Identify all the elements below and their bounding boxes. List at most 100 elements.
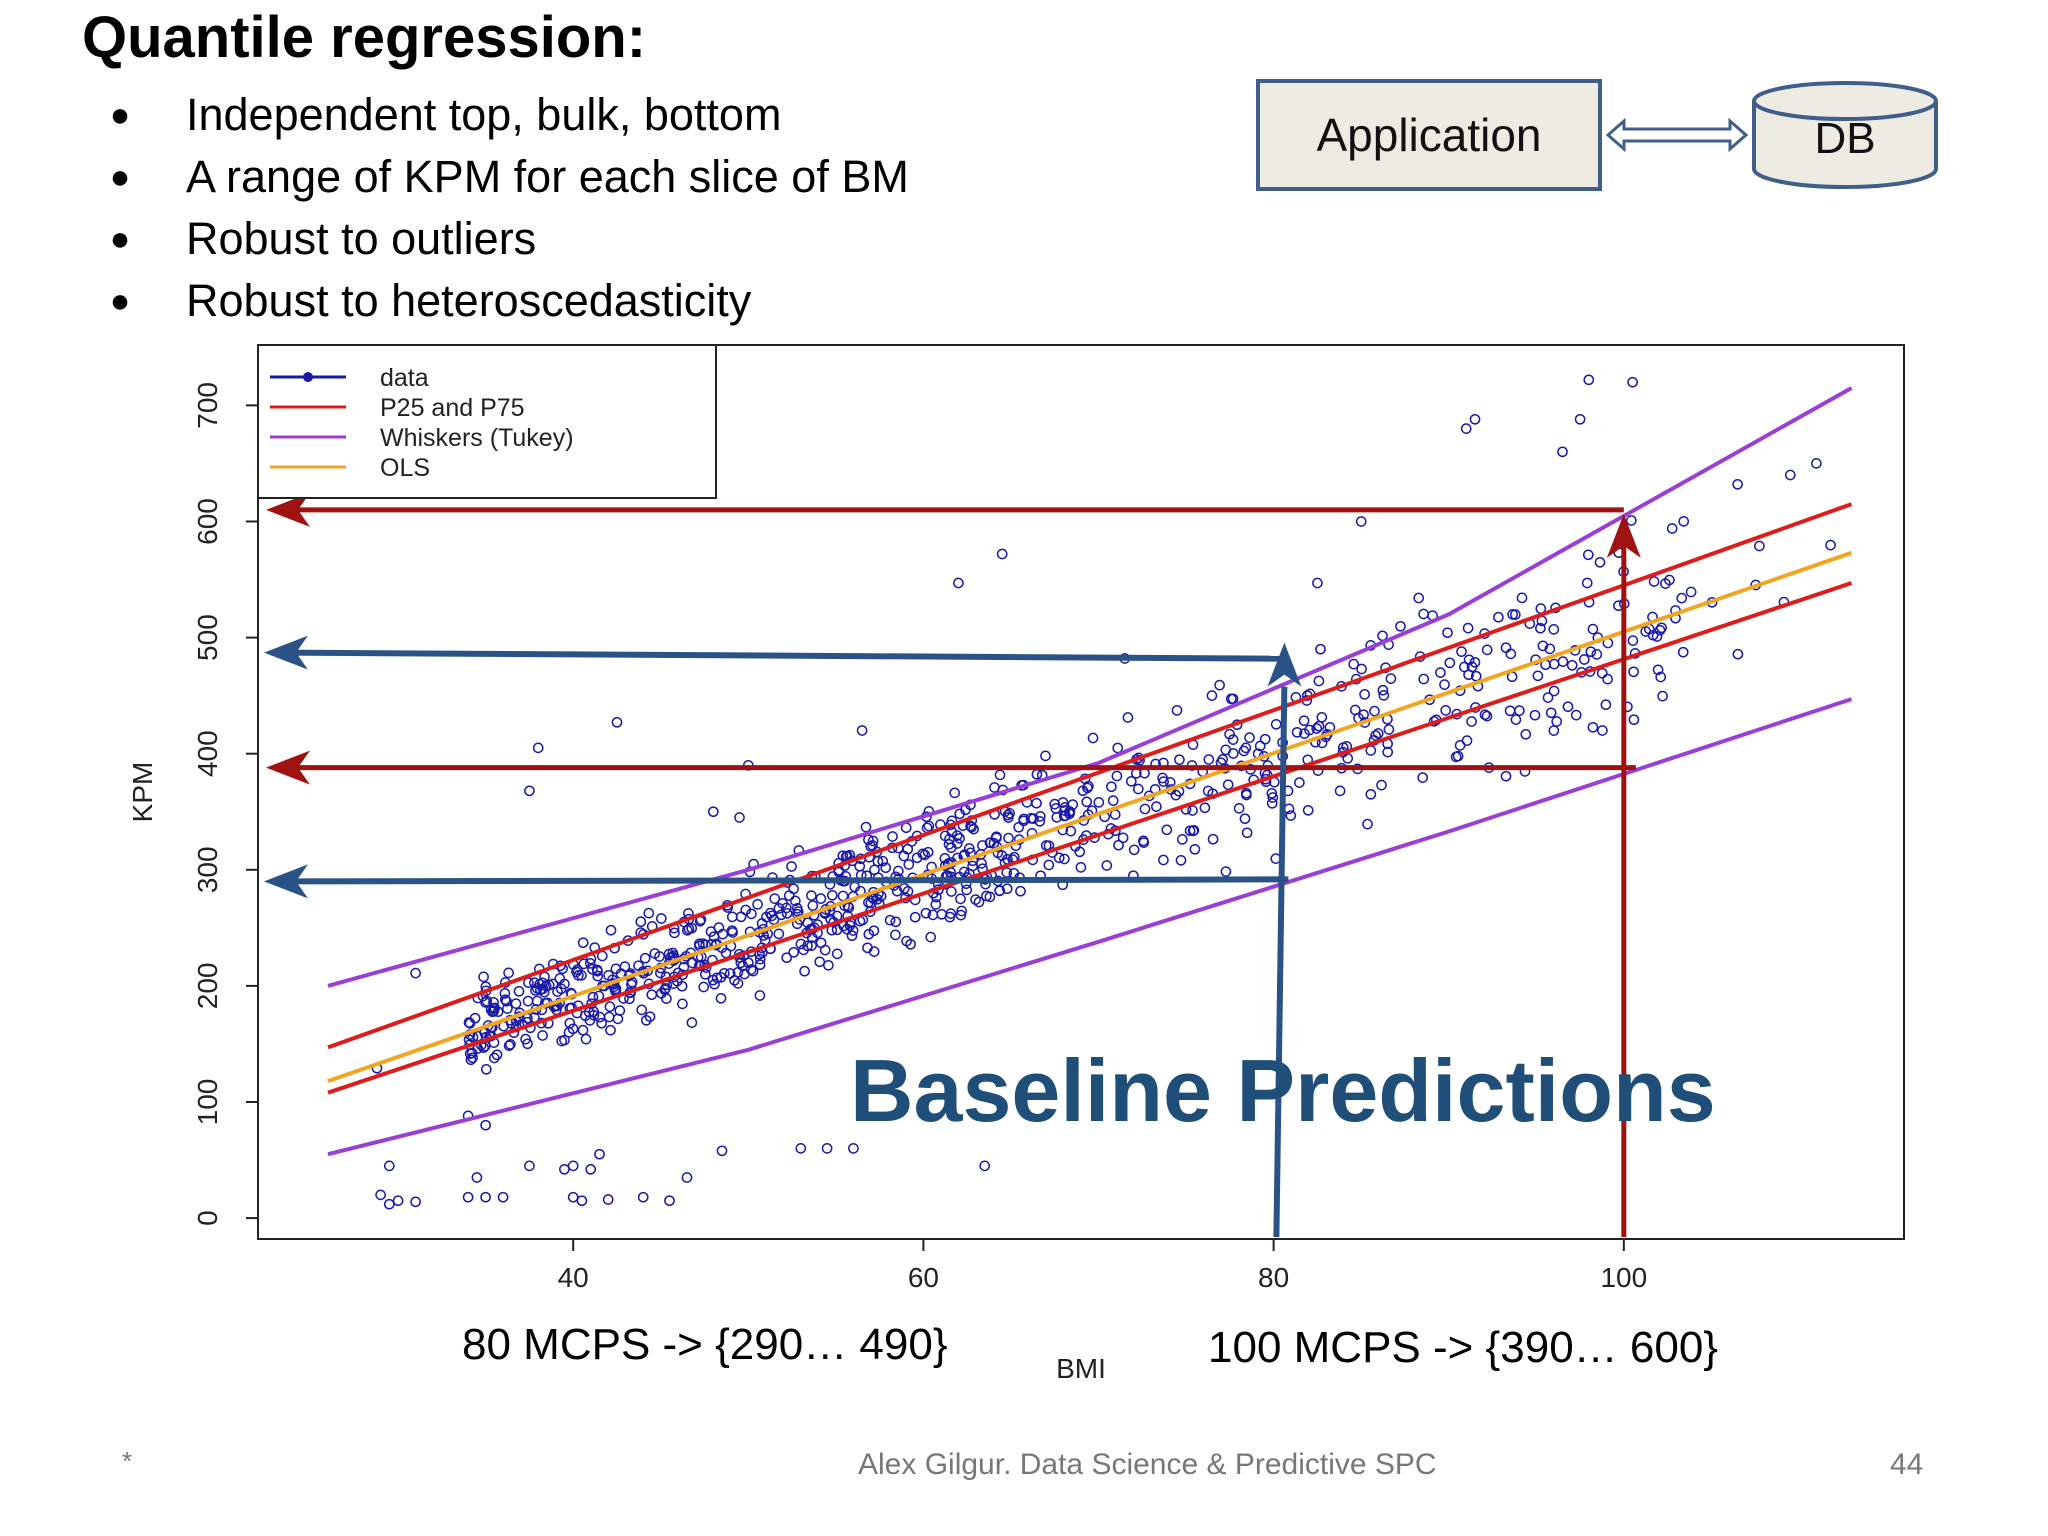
- data-point: [1059, 805, 1070, 816]
- data-point: [968, 823, 979, 835]
- outlier-point: [594, 1148, 605, 1160]
- data-point: [966, 821, 977, 833]
- bullet-dot-icon: ●: [109, 282, 131, 320]
- bullet-item: ● Independent top, bulk, bottom: [100, 84, 909, 146]
- x-tick-label: 100: [1600, 1262, 1647, 1293]
- data-point: [520, 1033, 531, 1045]
- data-point: [1520, 728, 1532, 740]
- data-point: [789, 895, 801, 907]
- legend-label: data: [380, 364, 429, 392]
- data-point: [854, 860, 866, 872]
- data-point: [1505, 648, 1517, 660]
- data-point: [1548, 685, 1560, 697]
- data-point: [1170, 789, 1182, 801]
- line-whisker-high: [327, 386, 1853, 988]
- blue-vertical-line: [1273, 686, 1288, 1238]
- data-point: [1174, 754, 1185, 766]
- legend-box: [257, 344, 717, 499]
- outlier-point: [1469, 413, 1481, 425]
- data-point: [922, 846, 934, 858]
- outlier-point: [681, 1172, 693, 1183]
- data-point: [781, 902, 792, 914]
- data-point: [576, 970, 587, 981]
- bullet-dot-icon: ●: [109, 158, 131, 196]
- red-arrow-head: [266, 492, 310, 527]
- data-point: [1158, 854, 1169, 866]
- outlier-point: [471, 1172, 483, 1183]
- data-point: [1435, 667, 1446, 678]
- data-point: [1001, 883, 1013, 895]
- outlier-point: [1574, 413, 1586, 425]
- database-body: [1752, 101, 1938, 189]
- data-point: [1067, 799, 1079, 810]
- data-point: [747, 965, 759, 977]
- data-point: [1151, 801, 1162, 812]
- bullet-item: ● Robust to heteroscedasticity: [100, 270, 909, 332]
- data-point: [1784, 469, 1796, 481]
- data-point: [1053, 852, 1065, 864]
- data-point: [1059, 853, 1070, 865]
- data-point: [1220, 866, 1232, 877]
- data-point: [991, 831, 1002, 843]
- plot-frame: [257, 344, 1905, 1240]
- data-point: [1175, 854, 1187, 866]
- data-point: [1544, 643, 1556, 655]
- data-point: [604, 1001, 616, 1012]
- data-point: [945, 842, 957, 853]
- data-point: [1754, 540, 1765, 552]
- data-point: [1369, 705, 1380, 717]
- data-point: [596, 1017, 607, 1029]
- data-point: [1241, 827, 1253, 839]
- y-axis-label: KPM: [127, 762, 158, 823]
- data-point: [783, 890, 795, 901]
- outlier-point: [996, 548, 1008, 560]
- x-tick-label: 40: [558, 1262, 589, 1293]
- outlier-point: [611, 716, 623, 728]
- data-point: [1654, 624, 1666, 636]
- data-point: [1382, 746, 1394, 758]
- data-point: [1040, 750, 1051, 762]
- data-point: [1597, 725, 1608, 736]
- data-point: [1585, 646, 1597, 658]
- x-tick-label: 60: [908, 1262, 939, 1293]
- data-point: [1189, 843, 1201, 855]
- data-point: [1450, 751, 1462, 763]
- data-point: [936, 908, 948, 920]
- data-point: [478, 971, 489, 983]
- footer-marker: *: [122, 1446, 133, 1476]
- data-point: [1222, 779, 1234, 791]
- data-point: [1479, 709, 1491, 721]
- data-point: [1365, 788, 1377, 800]
- data-point: [485, 1004, 497, 1016]
- data-point: [1238, 745, 1250, 757]
- data-point: [1685, 586, 1697, 598]
- outlier-point: [559, 1163, 570, 1175]
- data-point: [1542, 692, 1554, 703]
- data-point: [923, 820, 935, 832]
- outlier-point: [953, 577, 964, 589]
- data-point: [559, 978, 570, 990]
- data-point: [1285, 810, 1297, 821]
- data-point: [815, 937, 827, 949]
- data-point: [1439, 679, 1450, 690]
- data-point: [1377, 684, 1389, 696]
- data-point: [640, 1014, 652, 1026]
- data-point: [746, 908, 757, 920]
- data-point: [1206, 690, 1218, 701]
- bullet-text: Robust to heteroscedasticity: [186, 275, 752, 326]
- line-p75: [327, 502, 1853, 1050]
- baseline-predictions-label: Baseline Predictions: [850, 1041, 1716, 1140]
- outlier-point: [392, 1195, 404, 1207]
- data-point: [823, 959, 834, 971]
- data-point: [1187, 825, 1199, 837]
- data-point: [1562, 701, 1574, 713]
- data-point: [806, 890, 817, 901]
- data-point: [1582, 549, 1594, 561]
- data-point: [1516, 592, 1528, 604]
- data-point: [1591, 649, 1603, 660]
- outlier-point: [567, 1160, 579, 1172]
- blue-arrow-line: [287, 876, 1289, 885]
- data-point: [831, 948, 843, 960]
- outlier-point: [1583, 374, 1595, 386]
- bullet-text: A range of KPM for each slice of BM: [186, 151, 909, 202]
